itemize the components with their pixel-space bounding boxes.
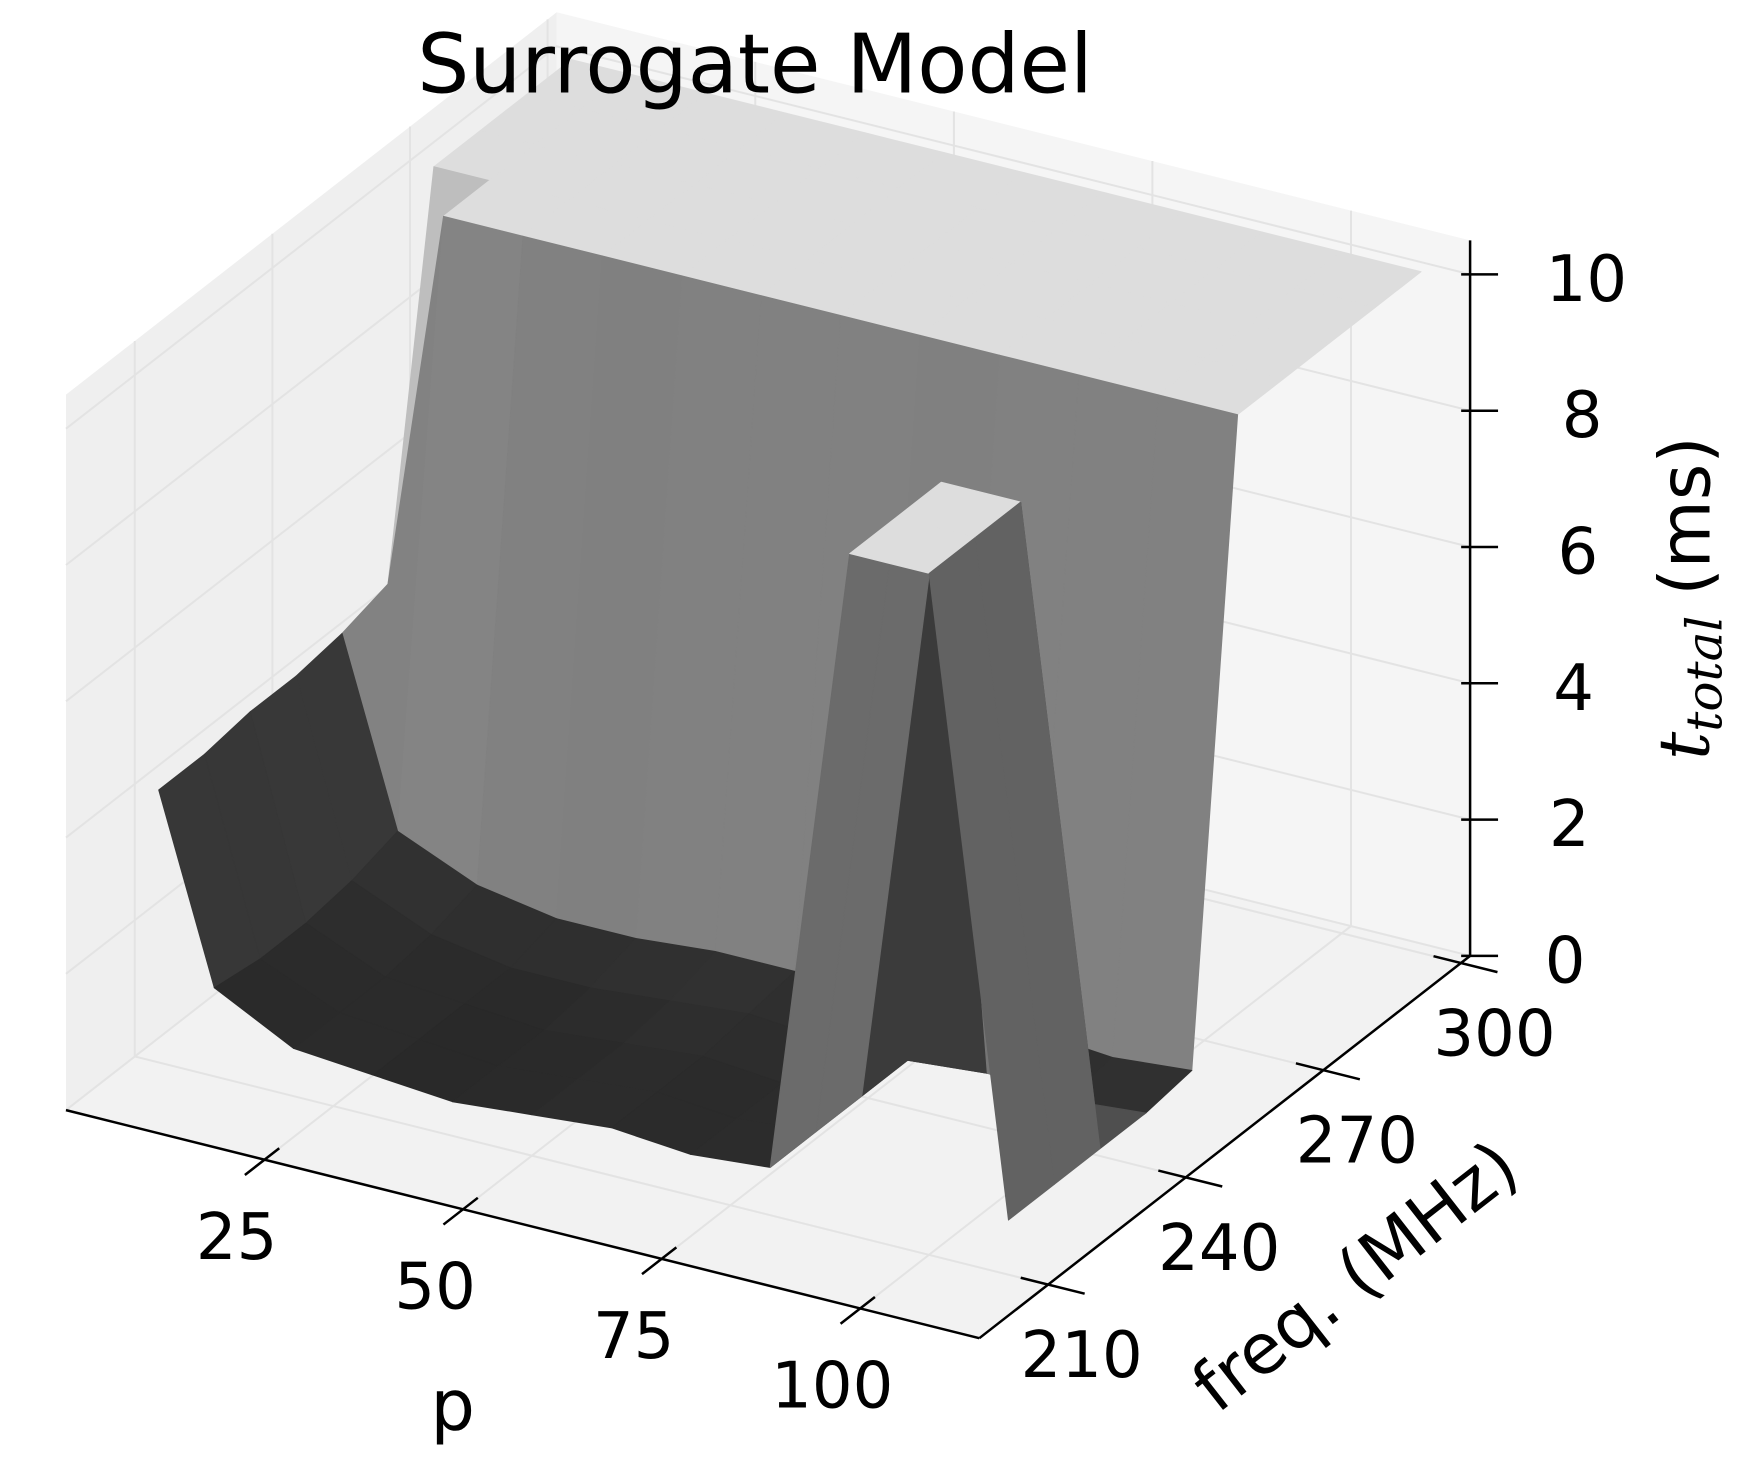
z-axis-label-main: t	[1643, 731, 1725, 760]
z-axis-label-unit: (ms)	[1644, 436, 1726, 595]
surface	[158, 59, 1422, 1221]
z-axis-label: ttotal (ms)	[1643, 436, 1733, 760]
chart-title: Surrogate Model	[417, 17, 1093, 112]
y-axis-line	[978, 954, 1471, 1340]
z-axis-label-sub: total	[1675, 616, 1733, 732]
z-tick-label: 0	[1545, 924, 1586, 998]
y-tick-label: 270	[1296, 1105, 1418, 1179]
y-tick-label: 240	[1158, 1212, 1280, 1286]
y-tick-label: 210	[1021, 1319, 1143, 1393]
y-tick	[1020, 1276, 1085, 1295]
x-axis-line	[65, 1108, 980, 1340]
z-tick-label: 6	[1558, 516, 1599, 590]
y-tick	[1433, 954, 1498, 974]
z-tick-label: 10	[1546, 243, 1627, 317]
z-tick-label: 2	[1549, 788, 1590, 862]
z-tick-label: 4	[1553, 652, 1594, 726]
x-tick	[839, 1295, 876, 1325]
x-tick-label: 50	[394, 1250, 475, 1324]
x-tick-label: 75	[593, 1300, 674, 1374]
x-tick	[442, 1196, 479, 1226]
y-tick	[1295, 1062, 1361, 1081]
x-tick	[641, 1246, 678, 1276]
z-tick-label: 8	[1562, 379, 1603, 453]
x-tick-label: 25	[196, 1201, 277, 1275]
grid-line	[65, 45, 1471, 430]
y-tick	[1158, 1169, 1223, 1188]
x-tick	[244, 1147, 281, 1176]
y-tick-label: 300	[1433, 997, 1555, 1071]
x-axis-label: p	[431, 1365, 475, 1447]
x-tick-label: 100	[771, 1350, 893, 1424]
surface-face	[928, 537, 1055, 1221]
